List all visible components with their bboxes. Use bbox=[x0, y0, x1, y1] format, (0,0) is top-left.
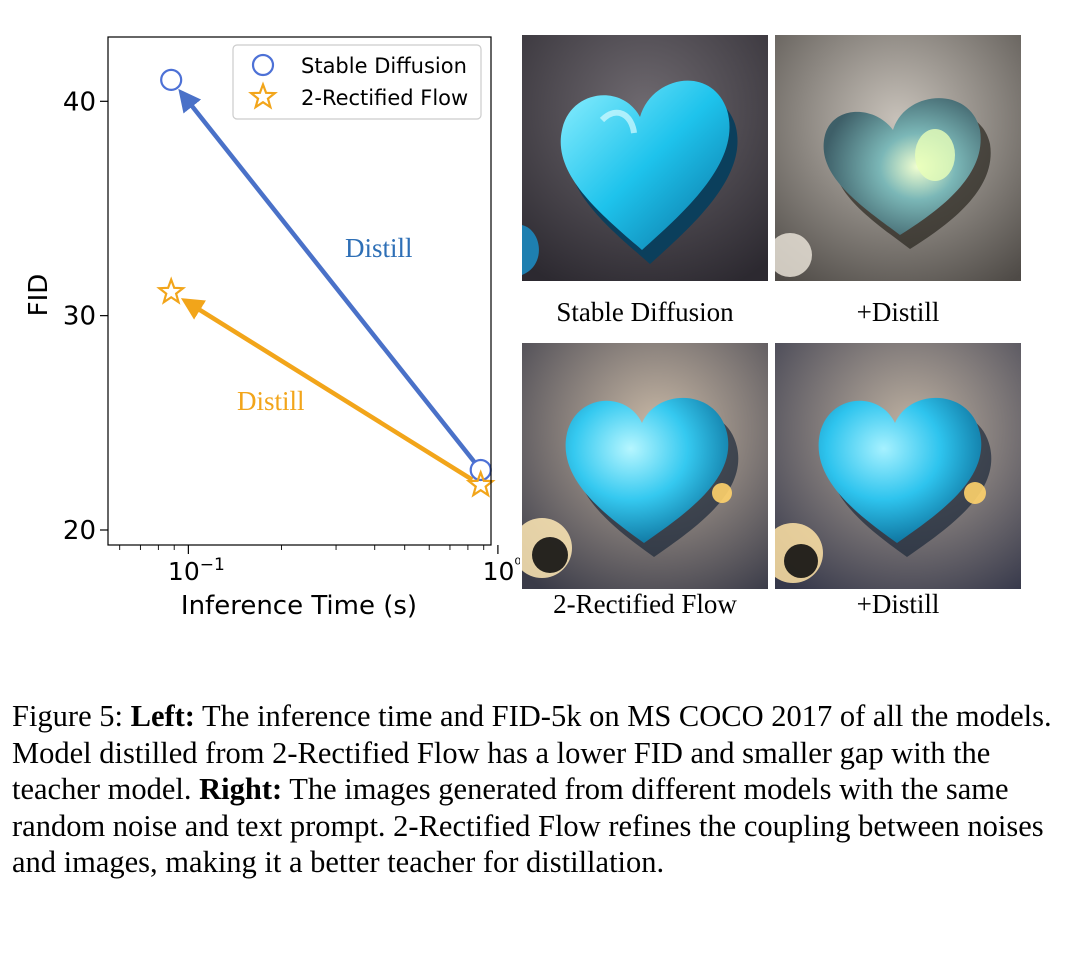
y-tick-label-40: 40 bbox=[63, 87, 96, 117]
label-rectified-flow: 2-Rectified Flow bbox=[553, 589, 737, 619]
legend-entry-rectified-flow: 2-Rectified Flow bbox=[301, 86, 468, 110]
image-stable-diffusion-distill bbox=[775, 35, 1021, 281]
x-tick-label-0: 10−1 bbox=[168, 555, 225, 586]
annotation-distill-rf: Distill bbox=[237, 386, 305, 416]
label-stable-diffusion: Stable Diffusion bbox=[556, 297, 734, 327]
distill-arrow-rectified-flow bbox=[180, 298, 474, 482]
legend-entry-stable-diffusion: Stable Diffusion bbox=[301, 54, 467, 78]
label-sd-distill: +Distill bbox=[856, 297, 940, 327]
image-rectified-flow bbox=[522, 343, 768, 589]
legend-circle-marker bbox=[251, 53, 275, 77]
y-tick-label-30: 30 bbox=[63, 302, 96, 332]
annotation-distill-sd: Distill bbox=[345, 233, 413, 263]
x-axis-label: Inference Time (s) bbox=[181, 591, 417, 621]
caption-right-text: The images generated from different mode… bbox=[12, 772, 1044, 879]
figure-caption: Figure 5: Left: The inference time and F… bbox=[12, 698, 1052, 881]
legend: Stable Diffusion 2-Rectified Flow bbox=[232, 44, 482, 120]
caption-left-text: The inference time and FID-5k on MS COCO… bbox=[12, 699, 1052, 806]
caption-right-label: Right: bbox=[199, 772, 283, 806]
y-tick-label-20: 20 bbox=[63, 516, 96, 546]
legend-star-marker bbox=[248, 81, 278, 110]
fid-vs-inference-time-chart: 20 30 40 10−1 10⁰ Distill Distill FID Inferenc… bbox=[24, 36, 520, 621]
distill-arrow-stable-diffusion bbox=[178, 88, 477, 464]
image-rectified-flow-distill bbox=[775, 343, 1021, 589]
plot-frame bbox=[107, 36, 492, 546]
x-tick-label-1: 10⁰ bbox=[483, 555, 520, 586]
y-axis-label: FID bbox=[24, 274, 54, 317]
image-stable-diffusion bbox=[522, 35, 768, 281]
caption-prefix: Figure 5: bbox=[12, 699, 131, 733]
rectified-flow-point-0 bbox=[156, 276, 187, 305]
stable-diffusion-point-0 bbox=[160, 68, 183, 91]
caption-left-label: Left: bbox=[130, 699, 195, 733]
rectified-flow-point-1 bbox=[465, 469, 496, 498]
label-rf-distill: +Distill bbox=[856, 589, 940, 619]
